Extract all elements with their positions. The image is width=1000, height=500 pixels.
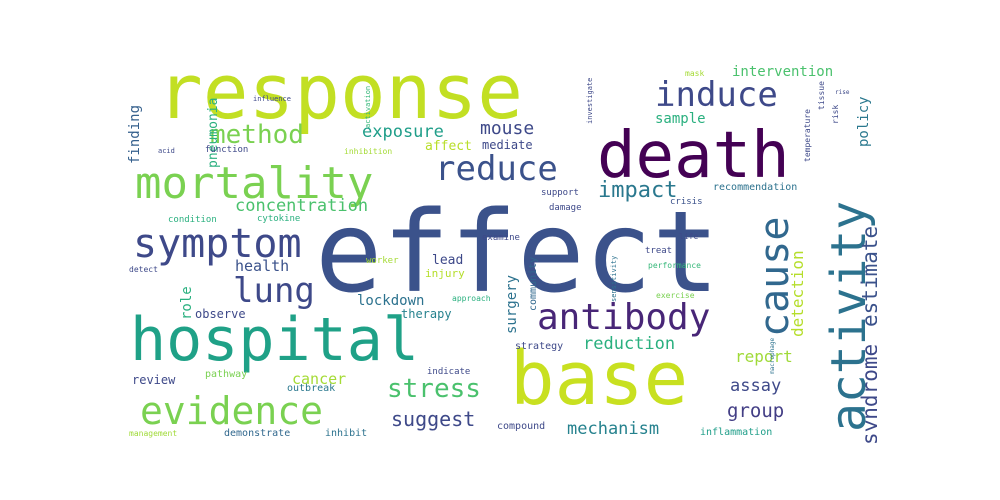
word: mediate <box>482 138 533 152</box>
word: stress <box>387 374 481 404</box>
word: detection <box>788 250 807 337</box>
word: acid <box>158 147 175 155</box>
word: therapy <box>401 307 452 321</box>
word: indicate <box>427 367 471 377</box>
word: rise <box>835 89 850 96</box>
word: recommendation <box>713 182 798 193</box>
word: inflammation <box>700 427 773 438</box>
word: lead <box>432 253 464 268</box>
word: response <box>157 52 524 136</box>
word: outbreak <box>287 383 336 394</box>
word: strategy <box>515 341 564 352</box>
word: affect <box>425 139 472 154</box>
word: community <box>528 256 539 311</box>
word: injury <box>425 267 465 280</box>
word: damage <box>549 203 582 213</box>
word: finding <box>127 104 143 164</box>
word: report <box>735 347 793 366</box>
word: induce <box>655 75 778 115</box>
word: surgery <box>504 274 520 334</box>
word: detect <box>129 265 158 274</box>
word: policy <box>856 96 872 147</box>
word: effect <box>315 188 720 318</box>
word: pneumonia <box>206 97 221 168</box>
word: exposure <box>362 122 444 142</box>
word: role <box>179 286 195 320</box>
word: method <box>210 120 304 150</box>
word: performance <box>648 261 701 270</box>
word: group <box>727 400 785 422</box>
word: inhibit <box>325 428 368 439</box>
word: mouse <box>480 118 535 139</box>
word: cytokine <box>257 214 301 224</box>
word: risk <box>831 104 840 124</box>
word: influence <box>253 95 291 103</box>
word: management <box>129 429 178 438</box>
word: demonstrate <box>224 428 291 439</box>
word: examine <box>482 233 520 243</box>
word: investigate <box>586 77 594 124</box>
word: lung <box>233 271 315 311</box>
word: hospital <box>130 305 419 375</box>
word: activation <box>364 85 372 128</box>
word: cancer <box>292 370 347 388</box>
word: temperature <box>803 109 812 162</box>
word: health <box>235 257 290 275</box>
word: reduce <box>435 149 558 189</box>
word: antibody <box>537 297 711 338</box>
word: life <box>679 232 699 241</box>
word: macrophage <box>769 337 776 374</box>
word: worker <box>366 256 399 266</box>
word: mechanism <box>567 419 660 439</box>
word: inhibition <box>344 147 393 156</box>
word: impact <box>598 178 678 203</box>
word: mask <box>685 69 705 78</box>
word: assay <box>730 376 782 396</box>
word: crisis <box>670 197 703 207</box>
word: review <box>132 373 176 387</box>
word: pathway <box>205 369 248 380</box>
word: function <box>205 145 249 155</box>
word: symptom <box>133 221 302 267</box>
word: estimate <box>858 225 877 327</box>
word: reduction <box>583 334 676 354</box>
word: exercise <box>656 291 695 300</box>
word: evidence <box>140 389 324 433</box>
word: support <box>541 188 579 198</box>
word: intervention <box>732 64 834 80</box>
word: base <box>510 336 689 422</box>
word: sample <box>655 111 706 127</box>
word: approach <box>452 294 491 303</box>
word: condition <box>168 215 217 225</box>
word: concentration <box>235 196 369 216</box>
word: mortality <box>135 158 374 209</box>
word: syndrome <box>858 343 877 445</box>
word: lockdown <box>357 293 425 309</box>
word: sensitivity <box>610 255 618 302</box>
word-cloud: response effect death base hospital acti… <box>125 52 877 447</box>
word: observe <box>195 307 246 321</box>
word: suggest <box>391 407 476 431</box>
word: death <box>597 119 790 193</box>
word: tissue <box>817 81 826 110</box>
word: compound <box>497 421 546 432</box>
word: treat <box>645 246 673 256</box>
